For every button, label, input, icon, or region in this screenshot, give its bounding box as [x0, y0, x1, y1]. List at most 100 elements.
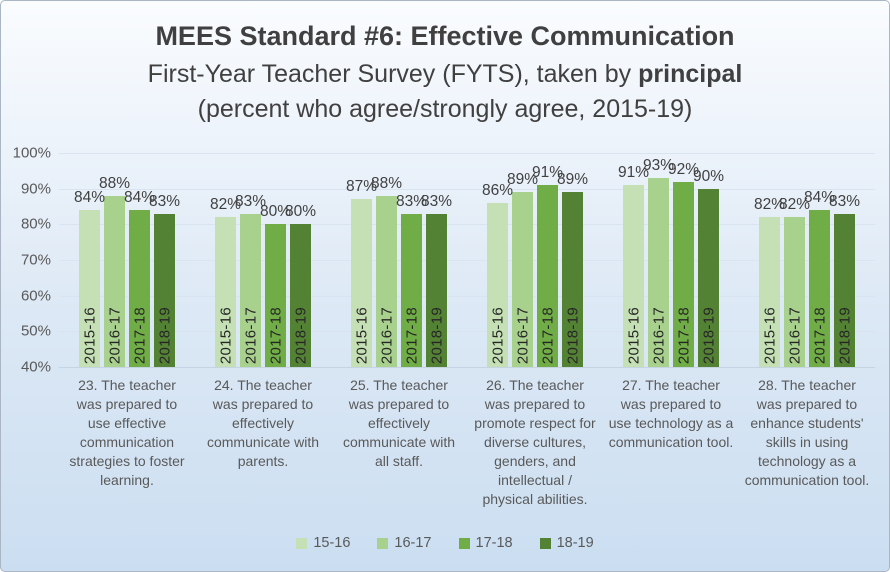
bar-groups: 84% 2015-16 88% 2016-17 84% 2017-18 83% 2018-19… — [59, 153, 875, 367]
legend-item[interactable]: 16-17 — [377, 535, 432, 551]
bar-18-19[interactable]: 83% 2018-19 — [149, 193, 180, 367]
bar-value-label: 87% — [345, 178, 378, 196]
bar-value-label: 89% — [556, 171, 589, 189]
y-axis-tick-label: 100% — [12, 144, 51, 162]
y-axis-tick-label: 80% — [20, 215, 51, 233]
gridline — [59, 367, 875, 368]
bar-group: 82% 2015-16 83% 2016-17 80% 2017-18 80% 2018-19 — [195, 153, 331, 367]
bar-year-label: 2017-18 — [539, 306, 556, 364]
legend-label: 16-17 — [394, 535, 432, 551]
bar-17-18[interactable]: 83% 2017-18 — [396, 193, 427, 367]
bar-value-label: 84% — [123, 189, 156, 207]
bar-16-17[interactable]: 93% 2016-17 — [643, 157, 674, 367]
bar-year-label: 2015-16 — [81, 306, 98, 364]
bar-value-label: 86% — [481, 181, 514, 199]
bar-16-17[interactable]: 82% 2016-17 — [779, 196, 810, 367]
bar-18-19[interactable]: 83% 2018-19 — [421, 193, 452, 367]
bar-year-label: 2016-17 — [378, 306, 395, 364]
bar-16-17[interactable]: 88% 2016-17 — [371, 175, 402, 367]
bar-15-16[interactable]: 82% 2015-16 — [754, 196, 785, 367]
y-axis-tick-label: 90% — [20, 180, 51, 198]
bar-value-label: 82% — [753, 196, 786, 214]
bar-value-label: 80% — [284, 203, 317, 221]
category-label: 23. The teacher was prepared to use effe… — [69, 377, 185, 488]
bar-16-17[interactable]: 89% 2016-17 — [507, 171, 538, 367]
gridline — [59, 224, 875, 226]
bar-value-label: 84% — [803, 189, 836, 207]
bar-year-label: 2018-19 — [156, 306, 173, 364]
bar-value-label: 82% — [778, 196, 811, 214]
bar-year-label: 2015-16 — [217, 306, 234, 364]
bar-year-label: 2016-17 — [786, 306, 803, 364]
bar-value-label: 83% — [828, 192, 861, 210]
title-line-1: MEES Standard #6: Effective Communicatio… — [155, 21, 735, 51]
bar-17-18[interactable]: 84% 2017-18 — [124, 189, 155, 367]
bar-18-19[interactable]: 80% 2018-19 — [285, 203, 316, 367]
chart-title: MEES Standard #6: Effective Communicatio… — [1, 1, 889, 126]
bar-year-label: 2018-19 — [836, 306, 853, 364]
category-label: 28. The teacher was prepared to enhance … — [744, 377, 870, 488]
bar-18-19[interactable]: 90% 2018-19 — [693, 168, 724, 367]
bar-group: 87% 2015-16 88% 2016-17 83% 2017-18 83% 2018-19 — [331, 153, 467, 367]
bar-value-label: 84% — [73, 189, 106, 207]
bar-18-19[interactable]: 89% 2018-19 — [557, 171, 588, 367]
bar-15-16[interactable]: 82% 2015-16 — [210, 196, 241, 367]
bar-17-18[interactable]: 91% 2017-18 — [532, 164, 563, 367]
bar-16-17[interactable]: 83% 2016-17 — [235, 193, 266, 367]
bar-year-label: 2018-19 — [292, 306, 309, 364]
bar-year-label: 2016-17 — [650, 306, 667, 364]
y-axis-tick-label: 40% — [20, 358, 51, 376]
legend-item[interactable]: 18-19 — [539, 535, 594, 551]
legend-swatch — [296, 537, 308, 549]
bar-17-18[interactable]: 80% 2017-18 — [260, 203, 291, 367]
bar-group: 91% 2015-16 93% 2016-17 92% 2017-18 90% 2018-19 — [603, 153, 739, 367]
gridline — [59, 188, 875, 190]
bar-value-label: 88% — [370, 174, 403, 192]
bar-year-label: 2015-16 — [489, 306, 506, 364]
bar-value-label: 88% — [98, 174, 131, 192]
y-axis-tick-label: 60% — [20, 287, 51, 305]
bar-15-16[interactable]: 86% 2015-16 — [482, 182, 513, 367]
gridline — [59, 295, 875, 297]
bar-year-label: 2018-19 — [428, 306, 445, 364]
bar-group: 86% 2015-16 89% 2016-17 91% 2017-18 89% 2018-19 — [467, 153, 603, 367]
bar-15-16[interactable]: 91% 2015-16 — [618, 164, 649, 367]
bar-value-label: 83% — [148, 192, 181, 210]
bar-value-label: 89% — [506, 171, 539, 189]
y-axis: 100% 90% 80% 70% 60% 50% 40% — [1, 145, 59, 376]
bar-value-label: 92% — [667, 160, 700, 178]
bar-year-label: 2015-16 — [625, 306, 642, 364]
bar-15-16[interactable]: 84% 2015-16 — [74, 189, 105, 367]
title-line-2-bold: principal — [638, 60, 743, 88]
bar-17-18[interactable]: 92% 2017-18 — [668, 161, 699, 367]
bar-year-label: 2016-17 — [514, 306, 531, 364]
bar-group: 82% 2015-16 82% 2016-17 84% 2017-18 83% 2018-19 — [739, 153, 875, 367]
legend-swatch — [377, 537, 389, 549]
y-axis-tick-label: 50% — [20, 322, 51, 340]
bar-year-label: 2018-19 — [564, 306, 581, 364]
plot-area: 84% 2015-16 88% 2016-17 84% 2017-18 83% 2018-19… — [59, 153, 875, 368]
bar-value-label: 83% — [420, 192, 453, 210]
legend-item[interactable]: 15-16 — [296, 535, 350, 551]
bar-year-label: 2015-16 — [353, 306, 370, 364]
y-axis-tick-label: 70% — [20, 251, 51, 269]
bar-value-label: 93% — [642, 157, 675, 174]
legend-item[interactable]: 17-18 — [458, 535, 513, 551]
title-line-2: First-Year Teacher Survey (FYTS), taken … — [1, 56, 889, 92]
bar-year-label: 2017-18 — [403, 306, 420, 364]
bar-15-16[interactable]: 87% 2015-16 — [346, 178, 377, 367]
bar-year-label: 2018-19 — [700, 306, 717, 364]
category-labels: 23. The teacher was prepared to use effe… — [59, 376, 875, 509]
title-line-3: (percent who agree/strongly agree, 2015-… — [197, 95, 693, 123]
bar-16-17[interactable]: 88% 2016-17 — [99, 175, 130, 367]
bar-18-19[interactable]: 83% 2018-19 — [829, 193, 860, 367]
legend-label: 15-16 — [313, 535, 351, 551]
bar-year-label: 2017-18 — [267, 306, 284, 364]
title-line-2-text: First-Year Teacher Survey (FYTS), taken … — [147, 60, 639, 88]
legend-swatch — [458, 537, 470, 549]
bar-year-label: 2017-18 — [675, 306, 692, 364]
category-label: 26. The teacher was prepared to promote … — [474, 377, 596, 507]
bar-value-label: 82% — [209, 196, 242, 214]
bar-17-18[interactable]: 84% 2017-18 — [804, 189, 835, 367]
